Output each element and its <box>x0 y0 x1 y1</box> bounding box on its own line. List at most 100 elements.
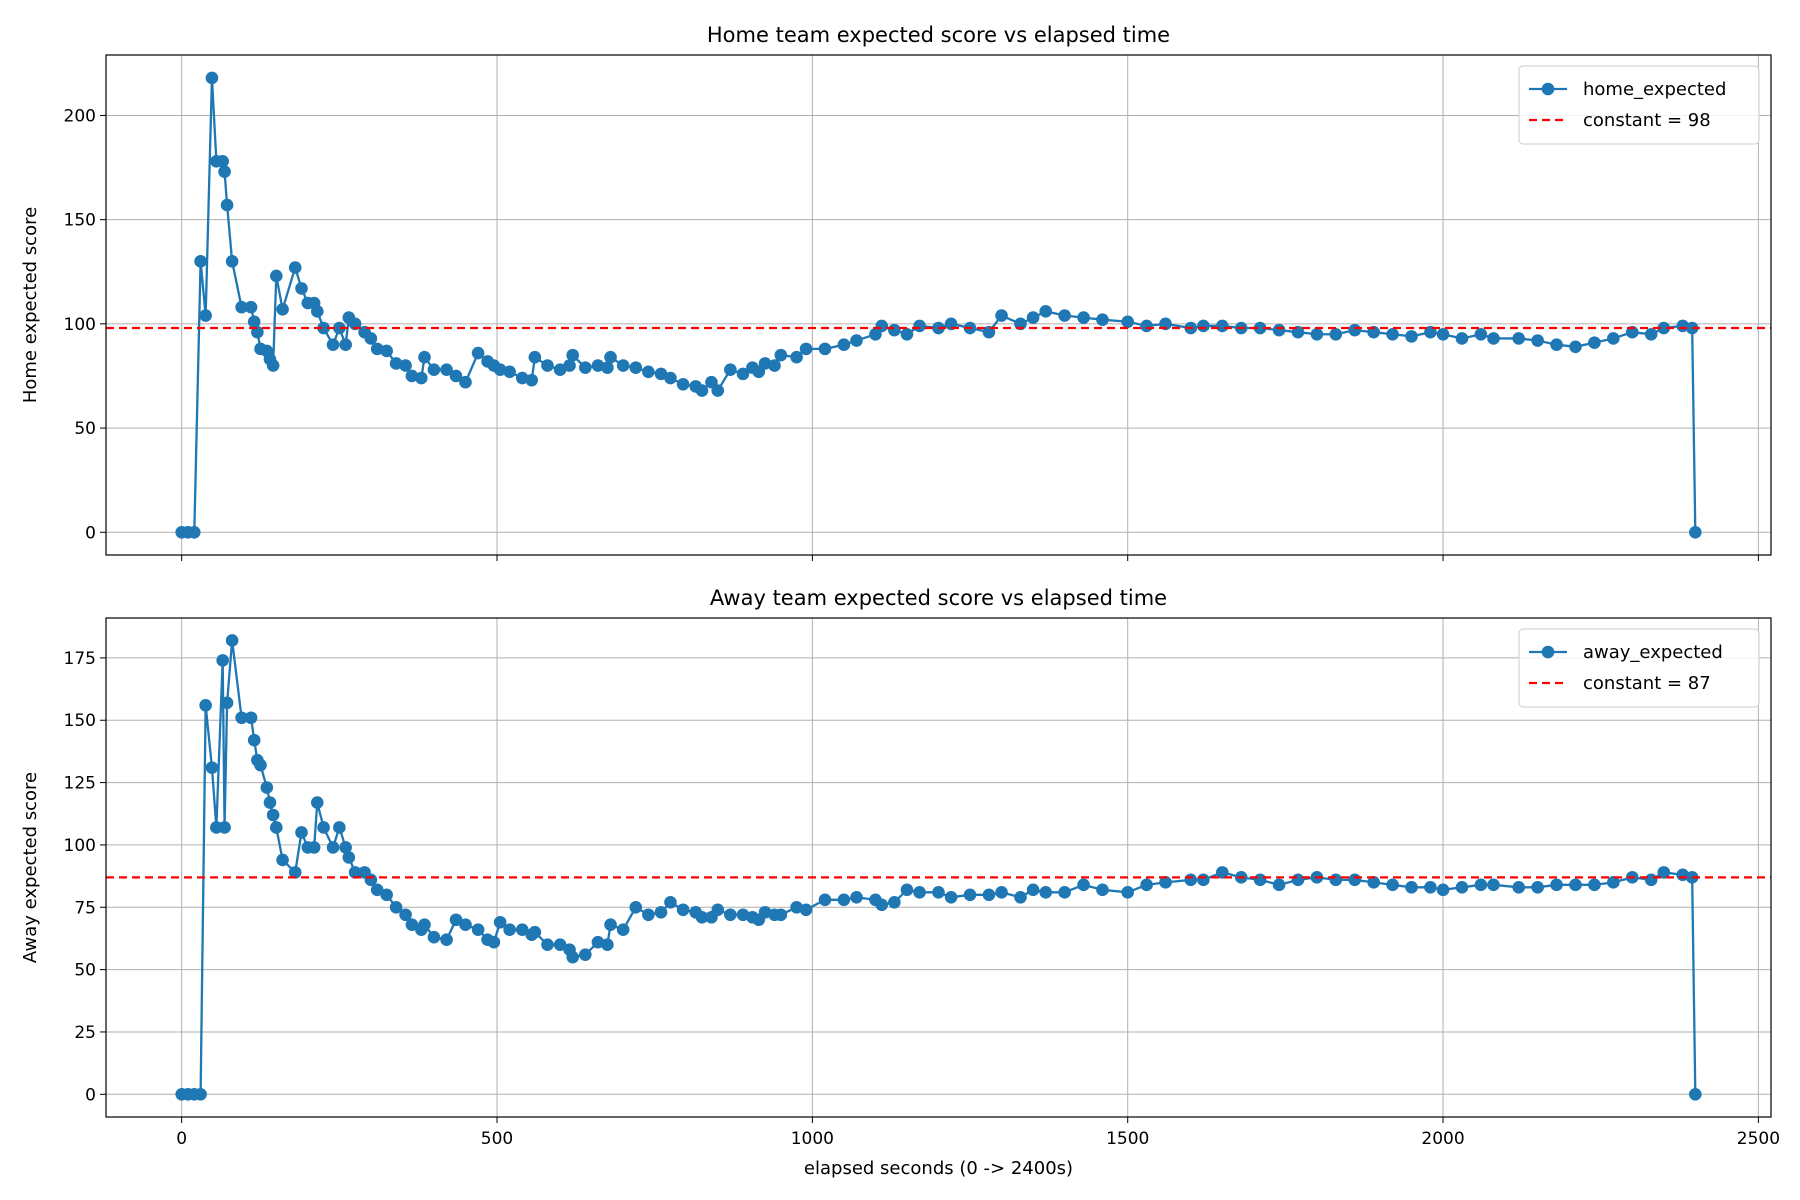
data-point <box>629 900 643 914</box>
data-point <box>1531 881 1544 894</box>
data-point <box>774 348 788 362</box>
chart-title: Away team expected score vs elapsed time <box>710 586 1167 610</box>
data-point <box>1474 327 1488 341</box>
data-point <box>218 165 231 179</box>
data-point <box>604 918 617 932</box>
data-point <box>310 796 324 809</box>
data-point <box>317 321 330 335</box>
data-point <box>415 371 428 385</box>
data-point <box>695 910 709 924</box>
data-point <box>205 761 219 774</box>
data-point <box>799 342 813 356</box>
data-point <box>269 269 283 283</box>
data-point <box>1588 336 1601 349</box>
data-point <box>654 367 668 381</box>
data-point <box>944 891 958 904</box>
data-point <box>1436 327 1450 341</box>
data-point <box>676 903 690 917</box>
data-point <box>982 888 996 902</box>
data-point <box>440 933 453 946</box>
data-point <box>818 893 832 907</box>
x-tick-label: 1500 <box>1106 1129 1149 1149</box>
x-tick-label: 2500 <box>1737 1129 1780 1149</box>
data-point <box>1216 866 1229 879</box>
data-point <box>541 359 554 372</box>
data-point <box>389 357 403 370</box>
data-point <box>541 938 554 951</box>
data-point <box>339 338 352 352</box>
data-point <box>528 350 542 364</box>
data-point <box>1512 881 1526 894</box>
y-tick-label: 75 <box>74 898 96 918</box>
data-point <box>676 378 690 391</box>
data-point <box>307 841 321 854</box>
data-point <box>1329 873 1343 887</box>
data-point <box>736 367 750 381</box>
data-point <box>266 359 280 372</box>
data-point <box>310 305 324 318</box>
data-point <box>295 282 308 295</box>
y-tick-label: 150 <box>64 211 96 231</box>
data-point <box>1550 338 1563 352</box>
data-point <box>850 891 863 904</box>
axes-frame <box>105 54 1772 556</box>
y-tick-label: 125 <box>64 774 96 794</box>
data-point <box>418 350 431 364</box>
data-point <box>1096 313 1109 326</box>
data-point <box>1386 327 1399 341</box>
data-point <box>459 918 472 932</box>
data-point <box>591 935 605 949</box>
data-point <box>216 154 229 168</box>
data-line <box>181 640 1697 1096</box>
data-point <box>932 886 945 899</box>
x-tick-label: 0 <box>176 1129 187 1149</box>
data-point <box>591 359 605 372</box>
data-point <box>579 948 592 961</box>
data-point <box>389 900 403 914</box>
data-point <box>629 361 643 374</box>
data-point <box>1253 873 1267 887</box>
y-tick-label: 100 <box>64 836 96 856</box>
y-tick-label: 175 <box>64 649 96 669</box>
data-point <box>616 359 630 372</box>
data-point <box>1291 873 1305 887</box>
legend-label: home_expected <box>1583 79 1726 100</box>
data-point <box>333 321 346 335</box>
data-point <box>1197 873 1210 887</box>
data-point <box>194 1088 207 1101</box>
data-point <box>515 371 529 385</box>
data-point <box>503 365 516 379</box>
data-point <box>579 361 592 374</box>
data-point <box>399 908 412 922</box>
data-point <box>288 261 302 274</box>
chart-title: Home team expected score vs elapsed time <box>707 23 1170 47</box>
legend-label: away_expected <box>1583 642 1723 663</box>
data-point <box>553 363 567 377</box>
data-point <box>1197 319 1210 333</box>
data-point <box>1140 878 1153 892</box>
data-line <box>181 77 1697 534</box>
data-point <box>276 853 289 867</box>
data-point <box>790 900 803 914</box>
data-point <box>1405 881 1418 894</box>
data-point <box>515 923 529 937</box>
legend-label: constant = 98 <box>1583 110 1711 131</box>
data-point <box>913 886 926 899</box>
data-point <box>1348 873 1362 887</box>
data-point <box>1657 866 1671 879</box>
data-point <box>427 363 441 377</box>
data-point <box>326 841 340 854</box>
data-point <box>1512 332 1526 345</box>
legend-label: constant = 87 <box>1583 673 1711 694</box>
axes-frame <box>105 617 1772 1118</box>
data-point <box>1455 332 1469 345</box>
data-point <box>449 913 463 927</box>
data-point <box>875 898 889 912</box>
data-point <box>1216 319 1229 333</box>
data-point <box>1272 878 1286 892</box>
data-point <box>736 908 750 922</box>
data-point <box>1096 883 1109 897</box>
data-point <box>370 883 384 897</box>
legend-box <box>1518 628 1760 708</box>
